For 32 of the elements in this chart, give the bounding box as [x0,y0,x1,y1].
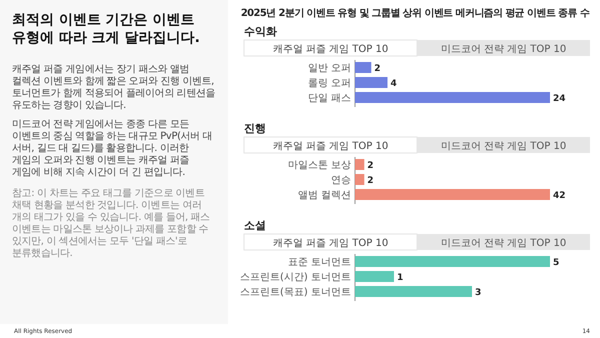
data-label: 2 [367,161,374,171]
y-tick-label: 롤링 오퍼 [308,78,351,89]
data-label: 3 [475,288,482,298]
y-tick-label: 마일스톤 보상 [288,160,351,171]
text: 캐주얼 퍼즐 게임 TOP 10 [272,238,388,249]
text: 소셜 [244,219,266,232]
text: 캐주얼 퍼즐 게임 TOP 10 [272,44,388,55]
data-label: 1 [397,273,404,283]
text: 캐주얼 퍼즐 게임에서는 장기 패스와 앨범 컬렉션 이벤트와 함께 짧은 오퍼와 진행 이벤트, 토너먼트가 함께 적용되어 플레이어의 리텐션을 유도하는 경향이 있습니다. [12,64,216,111]
text: 캐주얼 퍼즐 게임 TOP 10 [272,141,388,152]
y-tick-label: 스프린트(시간) 토너먼트 [240,272,351,283]
text: 진행 [244,122,266,135]
text: 미드코어 전략 게임 TOP 10 [440,238,566,249]
y-tick-label: 표준 토너먼트 [288,257,351,268]
data-label: 2 [367,176,374,186]
y-tick-label: 단일 패스 [308,93,351,104]
text: 미드코어 전략 게임 TOP 10 [440,44,566,55]
y-tick-label: 연승 [331,175,351,186]
data-label: 2 [374,64,381,74]
data-label: 5 [553,258,560,268]
data-label: 24 [553,94,566,104]
data-label: 4 [390,79,397,89]
text: 참고: 이 차트는 주요 태그를 기준으로 이벤트 채택 현황을 분석한 것입니다. 이벤트는 여러 개의 태그가 있을 수 있습니다. 예를 들어, 패스 이벤트는 마일스톤 보상이나 과제를 포함할 수 있지만, 이 섹션에서는 모두 '단일 패스'로 분류했습니다. [12,188,210,259]
y-tick-label: 스프린트(목표) 토너먼트 [240,287,351,298]
text: 미드코어 전략 게임에서는 종종 다른 모든 이벤트의 중심 역할을 하는 대규모 PvP(서버 대 서버, 길드 대 길드)를 활용합니다. 이러한 게임의 오퍼와 진행 이벤트는 캐주얼 퍼즐 게임에 비해 지속 시간이 더 긴 편입니다. [12,119,212,178]
y-tick-label: 일반 오퍼 [308,63,351,74]
data-label: 42 [553,191,566,201]
text: 수익화 [244,25,277,38]
text: 최적의 이벤트 기간은 이벤트 유형에 따라 크게 달라집니다. [12,12,200,46]
chart-title: 2025년 2분기 이벤트 유형 및 그룹별 상위 이벤트 메커니즘의 평균 이벤트 종류 수 [240,8,590,19]
text: 미드코어 전략 게임 TOP 10 [440,141,566,152]
y-tick-label: 앨범 컬렉션 [298,190,351,201]
